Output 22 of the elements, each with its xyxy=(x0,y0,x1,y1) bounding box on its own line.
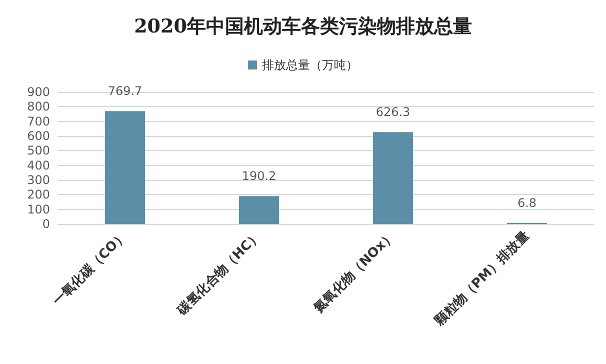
x-tick-label: 一氧化碳（CO） xyxy=(50,228,130,310)
x-tick-label: 颗粒物（PM）排放量 xyxy=(432,228,532,330)
y-tick-label: 300 xyxy=(27,173,50,187)
y-tick-label: 200 xyxy=(27,188,50,202)
x-tick-label: 碳氢化合物（HC） xyxy=(174,228,264,319)
legend-label: 排放总量（万吨） xyxy=(262,58,358,72)
y-tick-label: 900 xyxy=(27,85,50,99)
y-tick-label: 800 xyxy=(27,100,50,114)
bar xyxy=(373,132,413,224)
bar xyxy=(105,111,145,224)
data-label: 190.2 xyxy=(242,169,276,184)
data-label: 626.3 xyxy=(376,105,410,120)
y-tick-label: 600 xyxy=(27,129,50,143)
y-tick-label: 400 xyxy=(27,158,50,172)
y-tick-label: 500 xyxy=(27,144,50,158)
bar xyxy=(239,196,279,224)
chart-title: 2020年中国机动车各类污染物排放总量 xyxy=(134,16,472,38)
y-tick-label: 100 xyxy=(27,202,50,216)
y-tick-label: 700 xyxy=(27,114,50,128)
data-label: 6.8 xyxy=(517,196,537,210)
y-tick-label: 0 xyxy=(42,217,50,231)
data-label: 769.7 xyxy=(108,84,142,98)
